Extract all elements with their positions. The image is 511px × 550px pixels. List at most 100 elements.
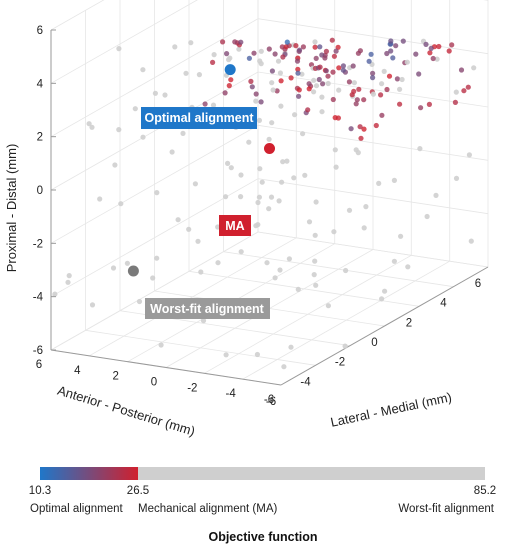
- data-point: [461, 88, 467, 94]
- data-point: [311, 272, 317, 278]
- data-point: [175, 217, 181, 223]
- data-point: [277, 70, 283, 76]
- data-point: [306, 86, 312, 92]
- data-point: [446, 48, 452, 54]
- data-point: [132, 106, 138, 112]
- data-point: [269, 120, 275, 126]
- worst-callout-box: [145, 298, 270, 319]
- data-point: [110, 265, 117, 271]
- data-point: [275, 58, 282, 64]
- data-point: [381, 68, 387, 74]
- data-point: [66, 273, 72, 279]
- y-axis-label: Anterior - Posterior (mm): [56, 383, 197, 439]
- data-point: [258, 48, 264, 54]
- data-point: [378, 92, 384, 98]
- data-point: [370, 91, 376, 97]
- z-tick-label: 2: [37, 132, 43, 144]
- data-point: [228, 77, 234, 83]
- data-point: [195, 238, 201, 244]
- data-point: [292, 112, 298, 118]
- data-point: [89, 302, 96, 308]
- data-point: [393, 43, 399, 49]
- data-point: [281, 364, 287, 370]
- data-point: [426, 101, 432, 107]
- data-point: [183, 70, 189, 76]
- data-point: [258, 99, 264, 105]
- data-point: [291, 175, 297, 181]
- data-point: [253, 91, 259, 97]
- data-point: [278, 103, 284, 109]
- data-point: [238, 39, 244, 45]
- data-point: [356, 86, 362, 92]
- data-point: [295, 286, 301, 292]
- data-point: [253, 98, 259, 104]
- x-tick-label: 0: [371, 337, 377, 349]
- plot-grid: [50, 0, 489, 386]
- data-point: [453, 175, 460, 181]
- data-point: [293, 43, 299, 49]
- data-point: [246, 139, 252, 145]
- data-point: [192, 181, 198, 187]
- data-point: [210, 59, 216, 65]
- data-point: [136, 298, 143, 305]
- x-axis-label: Lateral - Medial (mm): [329, 389, 453, 429]
- data-point: [306, 81, 312, 87]
- data-point: [246, 55, 252, 61]
- data-point: [279, 179, 285, 185]
- data-point: [172, 44, 178, 50]
- data-point: [97, 196, 103, 202]
- data-point: [336, 87, 342, 93]
- data-point: [256, 194, 262, 200]
- optimal-callout-box: [141, 107, 257, 129]
- data-point: [280, 159, 286, 165]
- colorbar-gradient: [40, 467, 138, 480]
- data-point: [296, 47, 303, 53]
- highlight-callouts: Optimal alignment MA Worst-fit alignment: [141, 107, 270, 319]
- optimal-callout-label: Optimal alignment: [144, 111, 254, 125]
- y-tick-label: -6: [264, 394, 274, 406]
- data-point: [272, 275, 278, 281]
- data-point: [254, 351, 260, 358]
- optimal-point: [224, 64, 236, 76]
- data-point: [228, 165, 234, 171]
- data-point: [379, 112, 385, 118]
- data-point: [386, 73, 393, 79]
- data-point: [251, 50, 257, 56]
- data-point: [300, 131, 306, 137]
- data-point: [320, 81, 326, 87]
- z-tick-label: 4: [37, 78, 44, 90]
- data-point: [169, 149, 175, 155]
- data-point: [361, 126, 367, 132]
- data-point: [256, 117, 262, 123]
- data-point: [248, 78, 254, 84]
- data-point: [118, 201, 124, 207]
- x-axis-line: [280, 266, 489, 386]
- data-point: [313, 282, 319, 288]
- x-axis-ticks: -6 -4 -2 0 2 4 6: [266, 278, 481, 408]
- data-point: [325, 303, 331, 309]
- data-point: [427, 50, 433, 56]
- data-point: [331, 229, 337, 235]
- data-point: [390, 55, 396, 61]
- x-tick-label: 6: [475, 278, 481, 290]
- data-point: [269, 68, 275, 74]
- data-point: [220, 39, 226, 45]
- data-point: [280, 54, 286, 60]
- data-point: [277, 267, 283, 273]
- data-point: [266, 136, 272, 142]
- data-point: [361, 225, 367, 231]
- data-point: [296, 93, 302, 99]
- y-tick-label: 4: [74, 365, 81, 377]
- data-point: [278, 78, 284, 84]
- data-point: [370, 75, 376, 81]
- data-point: [465, 84, 471, 90]
- data-point: [350, 63, 356, 69]
- data-point: [436, 43, 442, 50]
- data-point: [311, 77, 317, 83]
- data-point: [394, 76, 400, 82]
- data-point: [215, 260, 221, 266]
- data-point: [211, 52, 217, 58]
- data-point: [335, 115, 341, 121]
- x-tick-label: -2: [335, 357, 345, 369]
- colorbar-min-label: 10.3: [29, 485, 51, 497]
